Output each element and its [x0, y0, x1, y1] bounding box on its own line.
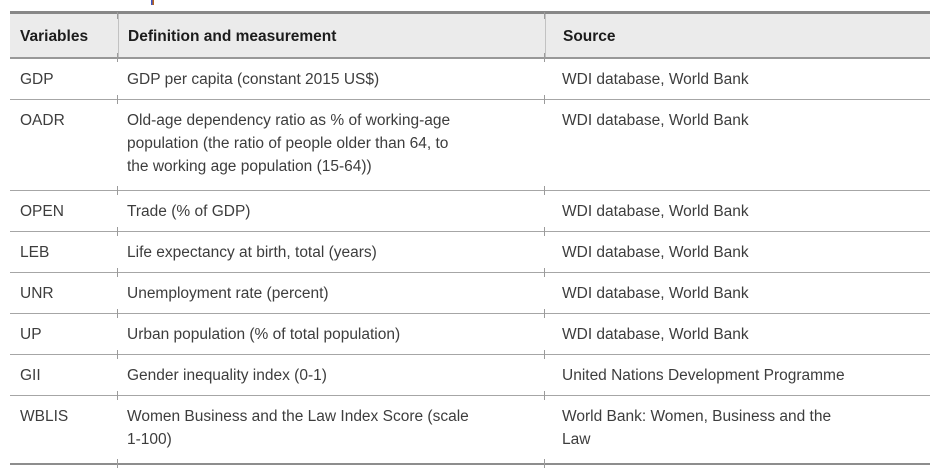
table-row-unr: UNR Unemployment rate (percent) WDI data…	[10, 273, 930, 318]
definition-cell: Women Business and the Law Index Score (…	[127, 408, 469, 448]
cropped-caption-fragment	[151, 0, 154, 5]
definition-cell: Urban population (% of total population)	[127, 326, 401, 343]
definition-cell: Gender inequality index (0-1)	[127, 367, 327, 384]
definition-cell: Unemployment rate (percent)	[127, 285, 329, 302]
column-divider-tick	[117, 12, 118, 19]
column-header-source: Source	[545, 14, 930, 57]
source-cell: WDI database, World Bank	[562, 326, 749, 343]
definition-cell: GDP per capita (constant 2015 US$)	[127, 71, 380, 88]
source-cell: WDI database, World Bank	[562, 203, 749, 220]
variable-cell: UNR	[20, 285, 54, 302]
variable-cell: GDP	[20, 71, 54, 88]
variable-cell: OPEN	[20, 203, 64, 220]
definition-cell: Old-age dependency ratio as % of working…	[127, 112, 451, 175]
table-row-gii: GII Gender inequality index (0-1) United…	[10, 355, 930, 400]
source-cell: WDI database, World Bank	[562, 112, 749, 129]
source-cell: WDI database, World Bank	[562, 244, 749, 261]
variable-cell: OADR	[20, 112, 65, 129]
table-header-row: Variables Definition and measurement Sou…	[10, 11, 930, 62]
column-divider-tick	[544, 12, 545, 19]
source-cell: United Nations Development Programme	[562, 367, 845, 384]
variable-cell: WBLIS	[20, 408, 69, 425]
variable-cell: UP	[20, 326, 42, 343]
column-header-definition: Definition and measurement	[118, 14, 545, 57]
source-cell: WDI database, World Bank	[562, 71, 749, 88]
table-row-wblis: WBLIS Women Business and the Law Index S…	[10, 396, 930, 468]
column-header-variables: Variables	[20, 28, 89, 45]
definition-cell: Trade (% of GDP)	[127, 203, 251, 220]
table-row-oadr: OADR Old-age dependency ratio as % of wo…	[10, 100, 930, 195]
variables-definition-table: Variables Definition and measurement Sou…	[10, 11, 930, 468]
definition-cell: Life expectancy at birth, total (years)	[127, 244, 377, 261]
table-row-up: UP Urban population (% of total populati…	[10, 314, 930, 359]
variable-cell: LEB	[20, 244, 50, 261]
source-cell: World Bank: Women, Business and the Law	[562, 408, 832, 448]
table-row-open: OPEN Trade (% of GDP) WDI database, Worl…	[10, 191, 930, 236]
source-cell: WDI database, World Bank	[562, 285, 749, 302]
variable-cell: GII	[20, 367, 41, 384]
table-row-gdp: GDP GDP per capita (constant 2015 US$) W…	[10, 59, 930, 104]
table-row-leb: LEB Life expectancy at birth, total (yea…	[10, 232, 930, 277]
